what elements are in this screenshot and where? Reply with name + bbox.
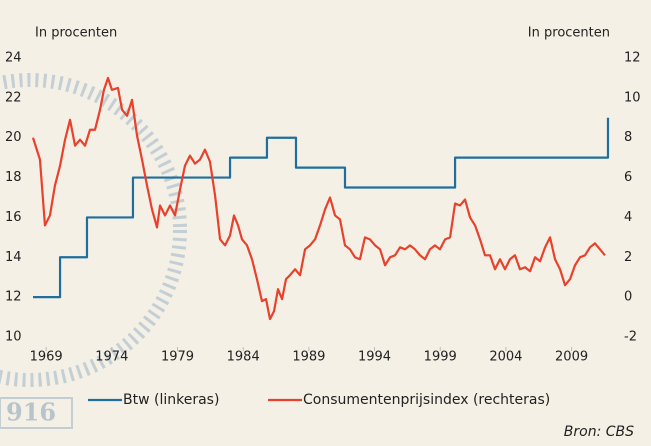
y-tick-label: 16 (5, 210, 22, 225)
y-tick-label: 24 (5, 51, 22, 66)
x-tick-label: 1994 (358, 350, 391, 365)
source: Bron: CBS (564, 424, 634, 440)
y2-tick-label: 8 (624, 130, 632, 145)
legend-label: Consumentenprijsindex (rechteras) (303, 392, 550, 408)
y-tick-label: 20 (5, 130, 22, 145)
series-line (31, 76, 606, 321)
legend-label: Btw (linkeras) (123, 392, 219, 408)
y-axis-label: In procenten (35, 26, 117, 41)
series-line (33, 117, 610, 299)
x-tick-label: 2009 (555, 350, 588, 365)
x-tick-label: 2004 (489, 350, 522, 365)
y2-tick-label: 4 (624, 210, 632, 225)
x-tick-label: 1979 (161, 350, 194, 365)
y2-tick-label: 2 (624, 250, 632, 265)
y-tick-label: 12 (5, 290, 22, 305)
y-tick-label: 18 (5, 170, 22, 185)
y2-tick-label: 6 (624, 170, 632, 185)
x-tick-label: 1969 (30, 350, 63, 365)
y-tick-label: 22 (5, 90, 22, 105)
y2-axis-label: In procenten (528, 26, 610, 41)
x-tick-label: 1984 (227, 350, 260, 365)
watermark-ring (0, 73, 187, 387)
watermark: 916 (0, 73, 187, 429)
watermark-text: 916 (6, 398, 56, 427)
y2-tick-label: 10 (624, 90, 641, 105)
watermark-box (0, 397, 73, 429)
y-tick-label: 14 (5, 250, 22, 265)
y-tick-label: 10 (5, 330, 22, 345)
y2-tick-label: 0 (624, 290, 632, 305)
y2-tick-label: -2 (624, 330, 637, 345)
x-tick-label: 1999 (424, 350, 457, 365)
x-tick-label: 1989 (292, 350, 325, 365)
y2-tick-label: 12 (624, 51, 641, 66)
x-tick-label: 1974 (95, 350, 128, 365)
